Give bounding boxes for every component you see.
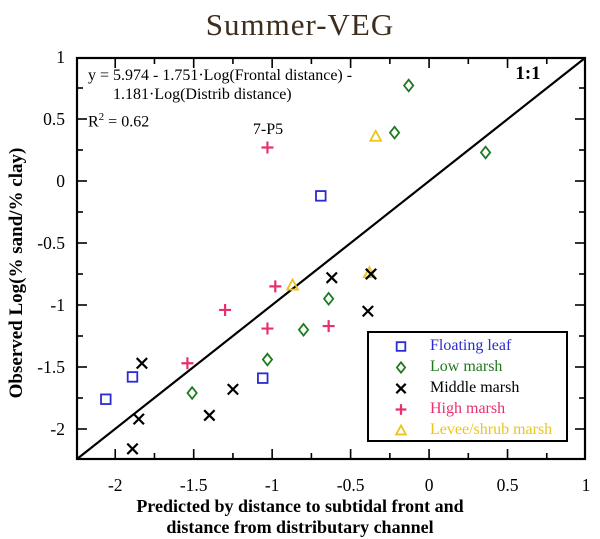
chart-title: Summer-VEG	[205, 7, 395, 42]
one-to-one-line-label: 1:1	[515, 63, 541, 84]
r-squared-exponent: 2	[98, 111, 105, 123]
data-point-middle-marsh	[325, 271, 338, 284]
data-point-middle-marsh	[126, 442, 139, 455]
data-point-high-marsh	[181, 357, 194, 370]
legend-label: Middle marsh	[430, 378, 520, 396]
plus-marker-glyph	[395, 404, 407, 416]
data-point-high-marsh	[261, 141, 274, 154]
r-squared-base: R	[88, 113, 99, 131]
data-point-middle-marsh	[132, 413, 145, 426]
plus-marker-icon	[395, 404, 407, 416]
point-label-7-p5: 7-P5	[252, 121, 284, 138]
y-tick-label: 0.5	[43, 109, 65, 129]
triangle-marker-icon	[394, 423, 408, 436]
legend-item-high-marsh: High marsh	[389, 399, 566, 420]
x-marker-glyph	[395, 383, 407, 394]
legend-item-middle-marsh: Middle marsh	[389, 377, 566, 398]
data-point-floating-leaf	[315, 190, 327, 202]
data-point-high-marsh	[219, 303, 232, 316]
data-point-middle-marsh	[226, 383, 239, 396]
data-point-floating-leaf	[100, 393, 112, 405]
data-point-high-marsh	[269, 280, 282, 293]
legend-item-levee-shrub-marsh: Levee/shrub marsh	[389, 420, 566, 441]
data-point-low-marsh	[297, 322, 310, 338]
legend-label: Low marsh	[430, 357, 503, 375]
data-point-levee-shrub-marsh	[285, 277, 300, 291]
regression-equation-line1: y = 5.974 - 1.751·Log(Frontal distance) …	[88, 67, 353, 84]
y-axis-title: Observed Log(% sand/% clay)	[6, 147, 27, 399]
y-tick-label: -2	[50, 419, 65, 439]
r-squared-value: R2 = 0.62	[88, 111, 149, 131]
data-point-low-marsh	[322, 291, 335, 307]
data-point-low-marsh	[479, 145, 492, 160]
x-tick-label: -1.5	[180, 475, 208, 495]
data-point-high-marsh	[322, 320, 335, 333]
one-to-one-line	[76, 57, 586, 460]
r-squared-rest: = 0.62	[104, 113, 150, 131]
plot-border	[75, 56, 587, 461]
data-point-middle-marsh	[361, 305, 374, 318]
data-point-high-marsh	[261, 322, 274, 335]
y-tick-label: 0	[56, 171, 65, 191]
x-tick-label: 1	[582, 475, 591, 495]
legend-label: High marsh	[430, 400, 506, 418]
data-point-low-marsh	[186, 385, 198, 401]
triangle-marker-glyph	[394, 423, 408, 436]
legend-label: Floating leaf	[430, 336, 512, 354]
x-axis-title-line2: distance from distributary channel	[166, 517, 434, 537]
legend-item-low-marsh: Low marsh	[389, 356, 566, 377]
legend-item-floating-leaf: Floating leaf	[389, 335, 566, 356]
regression-equation-line2: 1.181·Log(Distrib distance)	[113, 86, 292, 103]
data-point-low-marsh	[261, 352, 274, 367]
x-tick-label: -0.5	[337, 475, 365, 495]
square-marker-glyph	[395, 340, 407, 352]
x-tick-label: -1	[265, 475, 280, 495]
data-point-middle-marsh	[203, 409, 216, 422]
data-point-middle-marsh	[365, 268, 377, 280]
x-marker-icon	[395, 383, 407, 394]
y-tick-label: -1	[50, 295, 65, 315]
data-point-middle-marsh	[135, 357, 148, 370]
square-marker-icon	[395, 340, 407, 352]
y-tick-label: -0.5	[37, 233, 65, 253]
legend: Floating leaf Low marsh Middle marsh High m…	[367, 331, 568, 442]
legend-label: Levee/shrub marsh	[430, 421, 553, 439]
x-axis-title-line1: Predicted by distance to subtidal front …	[136, 496, 464, 516]
y-tick-label: -1.5	[37, 357, 65, 377]
x-tick-label: -2	[108, 475, 123, 495]
data-point-low-marsh	[402, 78, 415, 93]
data-point-levee-shrub-marsh	[368, 128, 383, 142]
diamond-marker-glyph	[395, 360, 407, 374]
data-point-floating-leaf	[126, 371, 139, 383]
data-point-floating-leaf	[257, 372, 269, 384]
diamond-marker-icon	[395, 360, 407, 374]
data-point-low-marsh	[388, 125, 401, 140]
x-tick-label: 0	[425, 475, 434, 495]
x-tick-label: 0.5	[497, 475, 519, 495]
y-tick-label: 1	[56, 47, 65, 67]
